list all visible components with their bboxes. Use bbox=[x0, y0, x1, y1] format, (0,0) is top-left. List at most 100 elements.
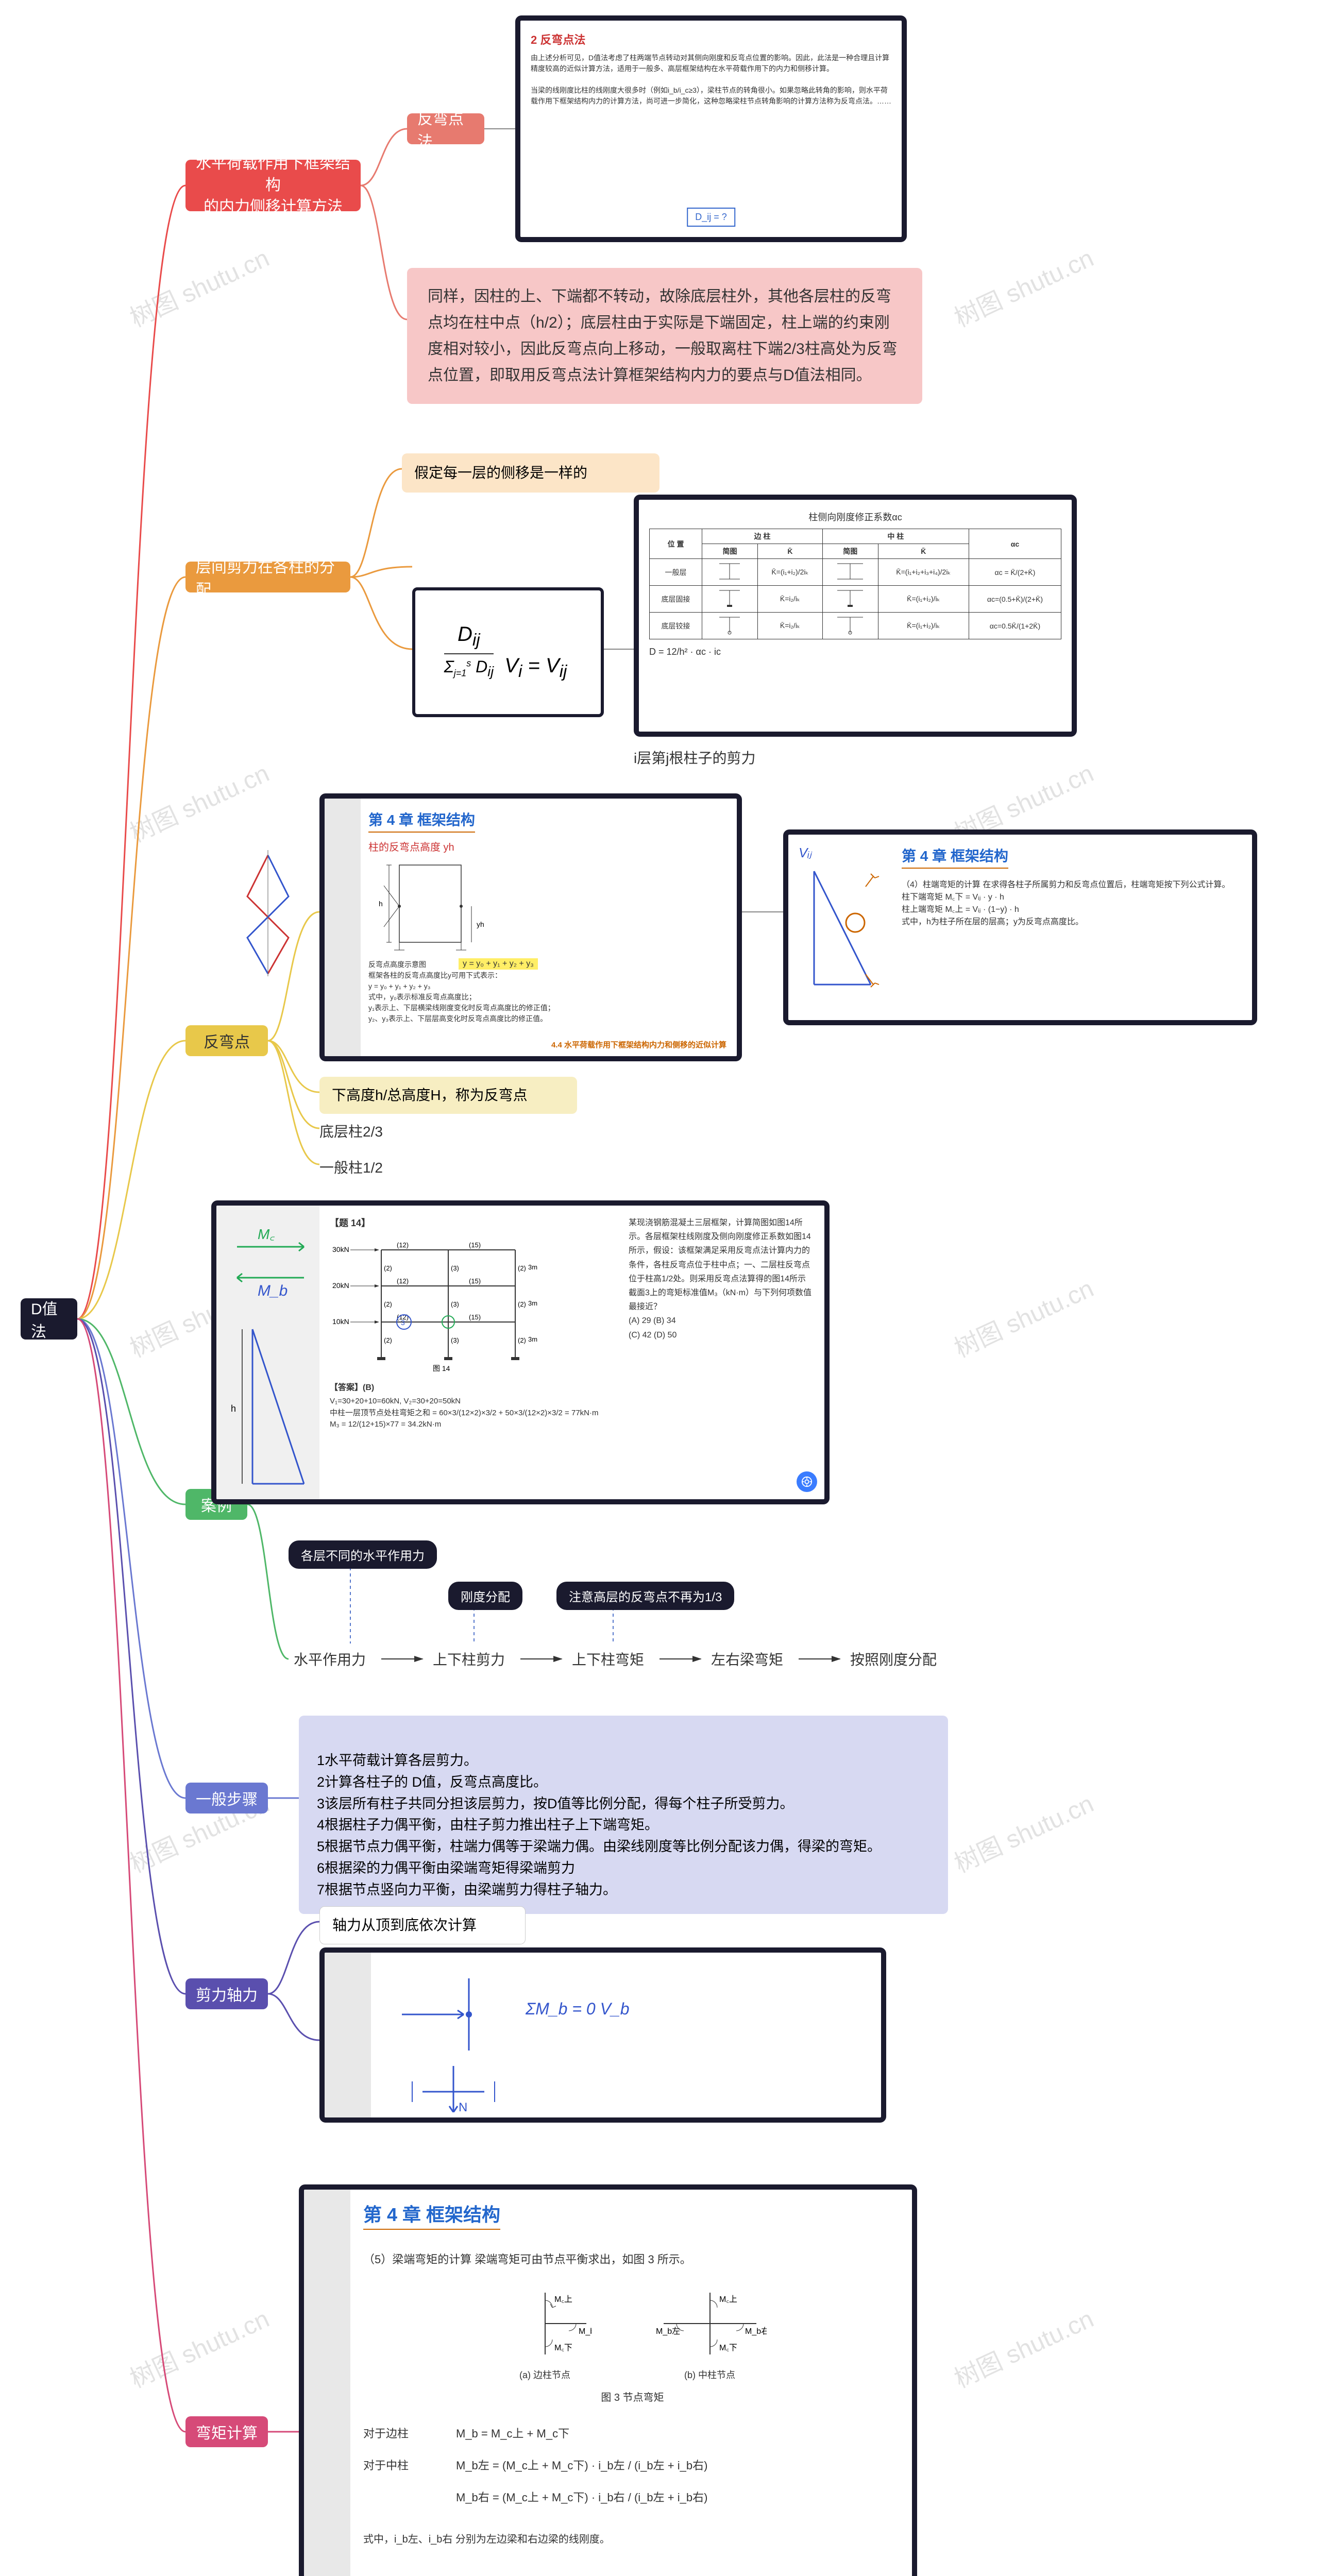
axial-note-text: 轴力从顶到底依次计算 bbox=[332, 1917, 477, 1933]
svg-text:yh: yh bbox=[477, 920, 484, 928]
svg-text:3m: 3m bbox=[528, 1299, 537, 1307]
watermark: 树图 shutu.cn bbox=[948, 1268, 1098, 1364]
moment-fig-b: M꜀上 M꜀下 M_b左 M_b右 bbox=[653, 2282, 767, 2365]
example-sketch: M꜀ M_b h bbox=[227, 1216, 314, 1494]
slide1-subtitle: 柱的反弯点高度 yh bbox=[368, 839, 726, 854]
branch-method-label: 水平荷载作用下框架结构 的内力侧移计算方法 bbox=[196, 153, 350, 218]
shear-assumption: 假定每一层的侧移是一样的 bbox=[402, 453, 660, 493]
th-alpha: αc bbox=[969, 529, 1061, 559]
svg-text:M꜀下: M꜀下 bbox=[719, 2344, 737, 2352]
shear-label-note: i层第j根柱子的剪力 bbox=[634, 747, 755, 768]
svg-text:(2): (2) bbox=[518, 1300, 526, 1308]
watermark: 树图 shutu.cn bbox=[948, 238, 1098, 334]
svg-text:M_b: M_b bbox=[258, 1282, 288, 1299]
steps-note: 1水平荷载计算各层剪力。 2计算各柱子的 D值，反弯点高度比。 3该层所有柱子共… bbox=[299, 1716, 948, 1914]
svg-text:(2): (2) bbox=[384, 1336, 392, 1344]
shear-formula: Dij Σj=1s Dij Vi = Vij bbox=[412, 587, 604, 717]
axial-sketch: ΣM_b = 0 V_b N bbox=[381, 1963, 860, 2112]
flow-chain-2: 上下柱弯矩 bbox=[572, 1649, 644, 1669]
th-side: 边 柱 bbox=[702, 529, 823, 544]
svg-text:(3): (3) bbox=[451, 1336, 459, 1344]
moment-slide: 第 4 章 框架结构 （5）梁端弯矩的计算 梁端弯矩可由节点平衡求出，如图 3 … bbox=[299, 2184, 917, 2576]
svg-text:(12): (12) bbox=[397, 1241, 409, 1249]
svg-text:20kN: 20kN bbox=[332, 1281, 349, 1290]
svg-text:M꜀上: M꜀上 bbox=[554, 2295, 572, 2304]
example-body: 某现浇钢筋混凝土三层框架，计算简图如图14所示。各层框架柱线刚度及侧向刚度修正系… bbox=[629, 1216, 814, 1489]
doc-fanwandian: 2 反弯点法 由上述分析可见，D值法考虑了柱两端节点转动对其侧向刚度和反弯点位置… bbox=[515, 15, 907, 242]
svg-text:M_b: M_b bbox=[579, 2327, 591, 2336]
slide2-chapter: 第 4 章 框架结构 bbox=[902, 845, 1008, 869]
inflection-note: 下高度h/总高度H，称为反弯点 bbox=[319, 1077, 577, 1114]
branch-steps-label: 一般步骤 bbox=[196, 1787, 258, 1809]
table-title: 柱侧向刚度修正系数αc bbox=[649, 510, 1061, 523]
slide2-body: （4）柱端弯矩的计算 在求得各柱子所属剪力和反弯点位置后，柱端弯矩按下列公式计算… bbox=[902, 879, 1242, 928]
svg-text:(2): (2) bbox=[384, 1300, 392, 1308]
eq-side: M_b = M_c上 + M_c下 bbox=[456, 2425, 569, 2441]
slide1-footer: 4.4 水平荷载作用下框架结构内力和侧移的近似计算 bbox=[551, 1039, 726, 1050]
th-pos: 位 置 bbox=[650, 529, 702, 559]
inflection-sketch bbox=[227, 845, 309, 979]
table-bottom: D = 12/h² · αc · ic bbox=[649, 647, 1061, 657]
flow-chain-0: 水平作用力 bbox=[294, 1649, 366, 1669]
inflection-slide1: 第 4 章 框架结构 柱的反弯点高度 yh h yh 反弯点高度示意图 bbox=[319, 793, 742, 1061]
svg-text:(3): (3) bbox=[451, 1264, 459, 1272]
method-note-text: 同样，因柱的上、下端都不转动，故除底层柱外，其他各层柱的反弯点均在柱中点（h/2… bbox=[428, 288, 898, 384]
example-title: 【题 14】 bbox=[330, 1216, 629, 1229]
branch-steps: 一般步骤 bbox=[185, 1783, 268, 1814]
watermark: 树图 shutu.cn bbox=[123, 2299, 274, 2395]
svg-text:M꜀: M꜀ bbox=[258, 1226, 275, 1242]
moment-fig-a: M꜀上 M꜀下 M_b bbox=[499, 2282, 591, 2365]
svg-text:3m: 3m bbox=[528, 1335, 537, 1343]
axial-note: 轴力从顶到底依次计算 bbox=[319, 1906, 526, 1944]
branch-inflection-label: 反弯点 bbox=[204, 1029, 250, 1052]
root-node: D值法 bbox=[21, 1298, 77, 1340]
eq-mid1: M_b左 = (M_c上 + M_c下) · i_b左 / (i_b左 + i_… bbox=[456, 2456, 707, 2473]
svg-text:(2): (2) bbox=[518, 1336, 526, 1344]
slide1-figure: h yh 反弯点高度示意图 bbox=[368, 860, 523, 953]
flow-top: 各层不同的水平作用力 bbox=[289, 1540, 437, 1569]
moment-line1: （5）梁端弯矩的计算 梁端弯矩可由节点平衡求出，如图 3 所示。 bbox=[363, 2250, 902, 2267]
row2: 底层固接 bbox=[650, 586, 702, 613]
svg-text:图 14: 图 14 bbox=[433, 1364, 450, 1372]
inflection-bottom2: 一般柱1/2 bbox=[319, 1157, 383, 1177]
svg-text:(15): (15) bbox=[469, 1241, 481, 1249]
watermark: 树图 shutu.cn bbox=[948, 1784, 1098, 1879]
eq-mid-label: 对于中柱 bbox=[363, 2456, 456, 2505]
flow-chain-4: 按照刚度分配 bbox=[850, 1649, 937, 1669]
svg-text:3m: 3m bbox=[528, 1263, 537, 1271]
moment-fig-a-label: (a) 边柱节点 bbox=[499, 2368, 591, 2381]
moment-chapter: 第 4 章 框架结构 bbox=[363, 2200, 500, 2230]
svg-text:(15): (15) bbox=[469, 1277, 481, 1285]
stiffness-table: 位 置 边 柱 中 柱 αc 简图K̄简图K̄ 一般层 K̄=(i₁+i₂)/2… bbox=[649, 529, 1061, 639]
flow-mid: 刚度分配 bbox=[448, 1582, 522, 1610]
eq-mid2: M_b右 = (M_c上 + M_c下) · i_b右 / (i_b左 + i_… bbox=[456, 2488, 707, 2505]
branch-moment: 弯矩计算 bbox=[185, 2416, 268, 2447]
branch-shear-label: 层间剪力在各柱的分配 bbox=[196, 554, 340, 600]
watermark: 树图 shutu.cn bbox=[123, 753, 274, 849]
branch-fanwandian: 反弯点法 bbox=[407, 113, 484, 144]
flow-chain-1: 上下柱剪力 bbox=[433, 1649, 505, 1669]
doc1-formula: D_ij = ? bbox=[687, 208, 735, 227]
flow-warn: 注意高层的反弯点不再为1/3 bbox=[556, 1582, 734, 1610]
example-figure: 30kN 20kN 10kN (12)(15) (12)(15) (12)(15… bbox=[330, 1229, 546, 1374]
svg-text:10kN: 10kN bbox=[332, 1317, 349, 1326]
flow-chain-3: 左右梁弯矩 bbox=[711, 1649, 783, 1669]
row3: 底层铰接 bbox=[650, 613, 702, 639]
svg-text:(15): (15) bbox=[469, 1313, 481, 1321]
svg-text:M꜀下: M꜀下 bbox=[554, 2344, 572, 2352]
svg-text:30kN: 30kN bbox=[332, 1245, 349, 1253]
svg-text:h: h bbox=[231, 1403, 236, 1414]
help-icon[interactable] bbox=[797, 1471, 817, 1492]
example-calc: V₁=30+20+10=60kN, V₂=30+20=50kN 中柱一层顶节点处… bbox=[330, 1396, 629, 1431]
branch-axial: 剪力轴力 bbox=[185, 1978, 268, 2009]
axial-sketch-frame: ΣM_b = 0 V_b N bbox=[319, 1947, 886, 2123]
svg-text:N: N bbox=[459, 2100, 467, 2112]
branch-method: 水平荷载作用下框架结构 的内力侧移计算方法 bbox=[185, 160, 361, 211]
svg-text:M꜀上: M꜀上 bbox=[719, 2295, 737, 2304]
slide2-sketch-label: Vᵢⱼ bbox=[799, 845, 891, 861]
svg-text:(3): (3) bbox=[451, 1300, 459, 1308]
svg-text:M_b左: M_b左 bbox=[656, 2327, 680, 2336]
moment-fig-b-label: (b) 中柱节点 bbox=[653, 2368, 767, 2381]
branch-axial-label: 剪力轴力 bbox=[196, 1982, 258, 2005]
th-mid: 中 柱 bbox=[822, 529, 969, 544]
